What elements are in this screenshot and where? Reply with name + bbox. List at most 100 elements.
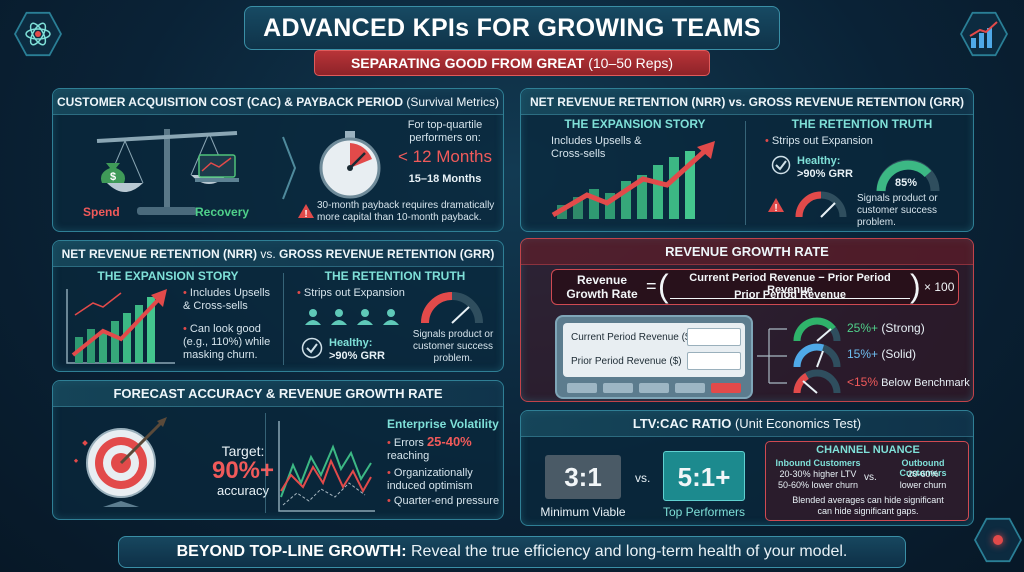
nrr-expansion-title: THE EXPANSION STORY: [97, 269, 239, 283]
bench-solid-label: (Solid): [881, 347, 917, 361]
chevron-right-icon: [282, 136, 297, 200]
ltv-title: LTV:CAC RATIO (Unit Economics Test): [521, 411, 973, 437]
footer-text: Reveal the true efficiency and long-term…: [410, 543, 848, 560]
nrr-bullet-1: Includes Upsells & Cross-sells: [183, 287, 275, 313]
forecast-volatility-title: Enterprise Volatility: [387, 417, 499, 431]
warning-icon: !: [768, 198, 784, 213]
nrr-top-panel: NET REVENUE RETENTION (NRR) vs. GROSS RE…: [520, 88, 974, 232]
nrr-top-retention-title: THE RETENTION TRUTH: [791, 117, 933, 131]
laptop-icon: [195, 154, 239, 182]
nrr-retention-bullet: Strips out Expansion: [297, 287, 405, 300]
nrr-signal: Signals product or customer success prob…: [412, 329, 494, 364]
forecast-panel: FORECAST ACCURACY & REVENUE GROWTH RATE …: [52, 380, 504, 520]
ltv-panel: LTV:CAC RATIO (Unit Economics Test) 3:1 …: [520, 410, 974, 526]
equals-sign: =: [646, 276, 657, 296]
subtitle-range: (10–50 Reps): [588, 55, 674, 71]
footer-bold: BEYOND TOP-LINE GROWTH:: [176, 543, 407, 560]
page-subtitle: SEPARATING GOOD FROM GREAT (10–50 Reps): [314, 50, 710, 76]
status-dot-icon: [993, 535, 1003, 545]
nrr-top-retention-text: Strips out Expansion: [765, 135, 873, 148]
bench-low: <15% Below Benchmark: [847, 375, 970, 389]
calc-key[interactable]: [675, 383, 705, 393]
line-chart-icon: [278, 421, 375, 512]
warning-icon: !: [298, 204, 314, 219]
forecast-target-suffix: accuracy: [216, 483, 270, 498]
spend-label: Spend: [83, 205, 120, 219]
nrr-top-gauge-value: 85%: [895, 177, 918, 189]
nrr-healthy-value: >90% GRR: [329, 350, 385, 362]
forecast-target-value: 90%+: [211, 457, 275, 484]
ltv-top-value: 5:1+: [663, 451, 745, 501]
check-icon: [301, 337, 323, 359]
nrr-top-healthy-label: Healthy:: [797, 155, 841, 167]
ltv-min-label: Minimum Viable: [540, 505, 626, 519]
bench-strong-value: 25%+: [847, 321, 879, 335]
cac-panel: CUSTOMER ACQUISITION COST (CAC) & PAYBAC…: [52, 88, 504, 232]
nrr-panel: NET REVENUE RETENTION (NRR) vs. GROSS RE…: [52, 240, 504, 372]
gauge-icon: [421, 292, 483, 324]
ltv-min-value: 3:1: [545, 455, 621, 499]
rgr-formula-label: Revenue Growth Rate: [566, 273, 638, 301]
recovery-label: Recovery: [195, 205, 250, 219]
nrr-top-expansion-text: Includes Upsells & Cross-sells: [551, 135, 642, 160]
nuance-title: CHANNEL NUANCE: [816, 444, 920, 456]
field2-label: Prior Period Revenue ($): [571, 356, 682, 367]
bench-low-label: Below Benchmark: [881, 377, 970, 389]
calc-key[interactable]: [639, 383, 669, 393]
atom-icon: [25, 22, 51, 46]
rgr-multiplier: × 100: [924, 280, 955, 294]
nuance-vs: vs.: [864, 472, 877, 483]
inbound-title: Inbound Customers: [775, 458, 861, 468]
nuance-note-1: Blended averages can hide significant: [792, 495, 944, 505]
subtitle-main: SEPARATING GOOD FROM GREAT: [350, 55, 585, 71]
current-period-revenue-input[interactable]: [687, 328, 741, 346]
bench-strong: 25%+ (Strong): [847, 321, 925, 335]
channel-nuance-box: CHANNEL NUANCE Inbound Customers 20-30% …: [765, 441, 969, 521]
svg-text:!: !: [774, 203, 777, 213]
calc-key[interactable]: [711, 383, 741, 393]
ltv-vs: vs.: [635, 471, 651, 485]
bracket-connector: [757, 328, 787, 384]
rgr-panel: REVENUE GROWTH RATE Revenue Growth Rate …: [520, 238, 974, 402]
bench-low-value: <15%: [847, 375, 879, 389]
nuance-note-2: can hide significant gaps.: [817, 506, 919, 516]
rgr-formula: Revenue Growth Rate = ( Current Period R…: [551, 269, 959, 305]
nrr-retention-title: THE RETENTION TRUTH: [324, 269, 466, 283]
paren-open: (: [658, 268, 669, 304]
page-title: ADVANCED KPIs FOR GROWING TEAMS: [244, 6, 780, 50]
forecast-bullet-3: Quarter-end pressure: [387, 495, 503, 508]
bench-solid-value: 15%+: [847, 347, 879, 361]
paren-close: ): [910, 268, 921, 304]
field1-label: Current Period Revenue ($): [571, 332, 694, 343]
bench-strong-label: (Strong): [881, 321, 925, 335]
nrr-top-signal: Signals product or customer success prob…: [857, 193, 938, 228]
trend-up-chart-icon: [551, 141, 715, 219]
forecast-title: FORECAST ACCURACY & REVENUE GROWTH RATE: [53, 381, 503, 407]
outbound-title: Outbound Customers: [899, 458, 947, 478]
gauge-low-icon: [793, 369, 841, 394]
forecast-bullet-1: Errors 25-40% reaching: [387, 435, 499, 463]
rgr-title: REVENUE GROWTH RATE: [521, 239, 973, 265]
nrr-bullet-2: Can look good (e.g., 110%) while masking…: [183, 323, 279, 362]
svg-text:$: $: [110, 171, 116, 183]
corner-hex-icon: [974, 517, 1022, 563]
gauge-icon: [876, 159, 940, 192]
prior-period-revenue-input[interactable]: [687, 352, 741, 370]
ltv-top-label: Top Performers: [662, 505, 746, 519]
nrr-top-healthy: Healthy: >90% GRR: [797, 155, 853, 181]
svg-text:!: !: [304, 209, 307, 219]
calc-key[interactable]: [567, 383, 597, 393]
footer-banner: BEYOND TOP-LINE GROWTH: Reveal the true …: [118, 536, 906, 568]
check-icon: [771, 155, 791, 175]
nrr-title: NET REVENUE RETENTION (NRR) vs. GROSS RE…: [53, 241, 503, 267]
nrr-healthy: Healthy: >90% GRR: [329, 337, 385, 363]
outbound-line-2: lower churn: [899, 480, 947, 490]
gauge-strong-icon: [793, 317, 841, 342]
calculator-icon: Current Period Revenue ($) Prior Period …: [555, 315, 753, 399]
calc-key[interactable]: [603, 383, 633, 393]
nrr-top-healthy-value: >90% GRR: [797, 168, 853, 180]
forecast-bullet-2: Organizationally induced optimism: [387, 467, 499, 493]
inbound-line-1: 20-30% higher LTV: [779, 469, 857, 479]
nrr-healthy-label: Healthy:: [329, 337, 373, 349]
outbound-line-1: 20-60%: [907, 469, 939, 479]
